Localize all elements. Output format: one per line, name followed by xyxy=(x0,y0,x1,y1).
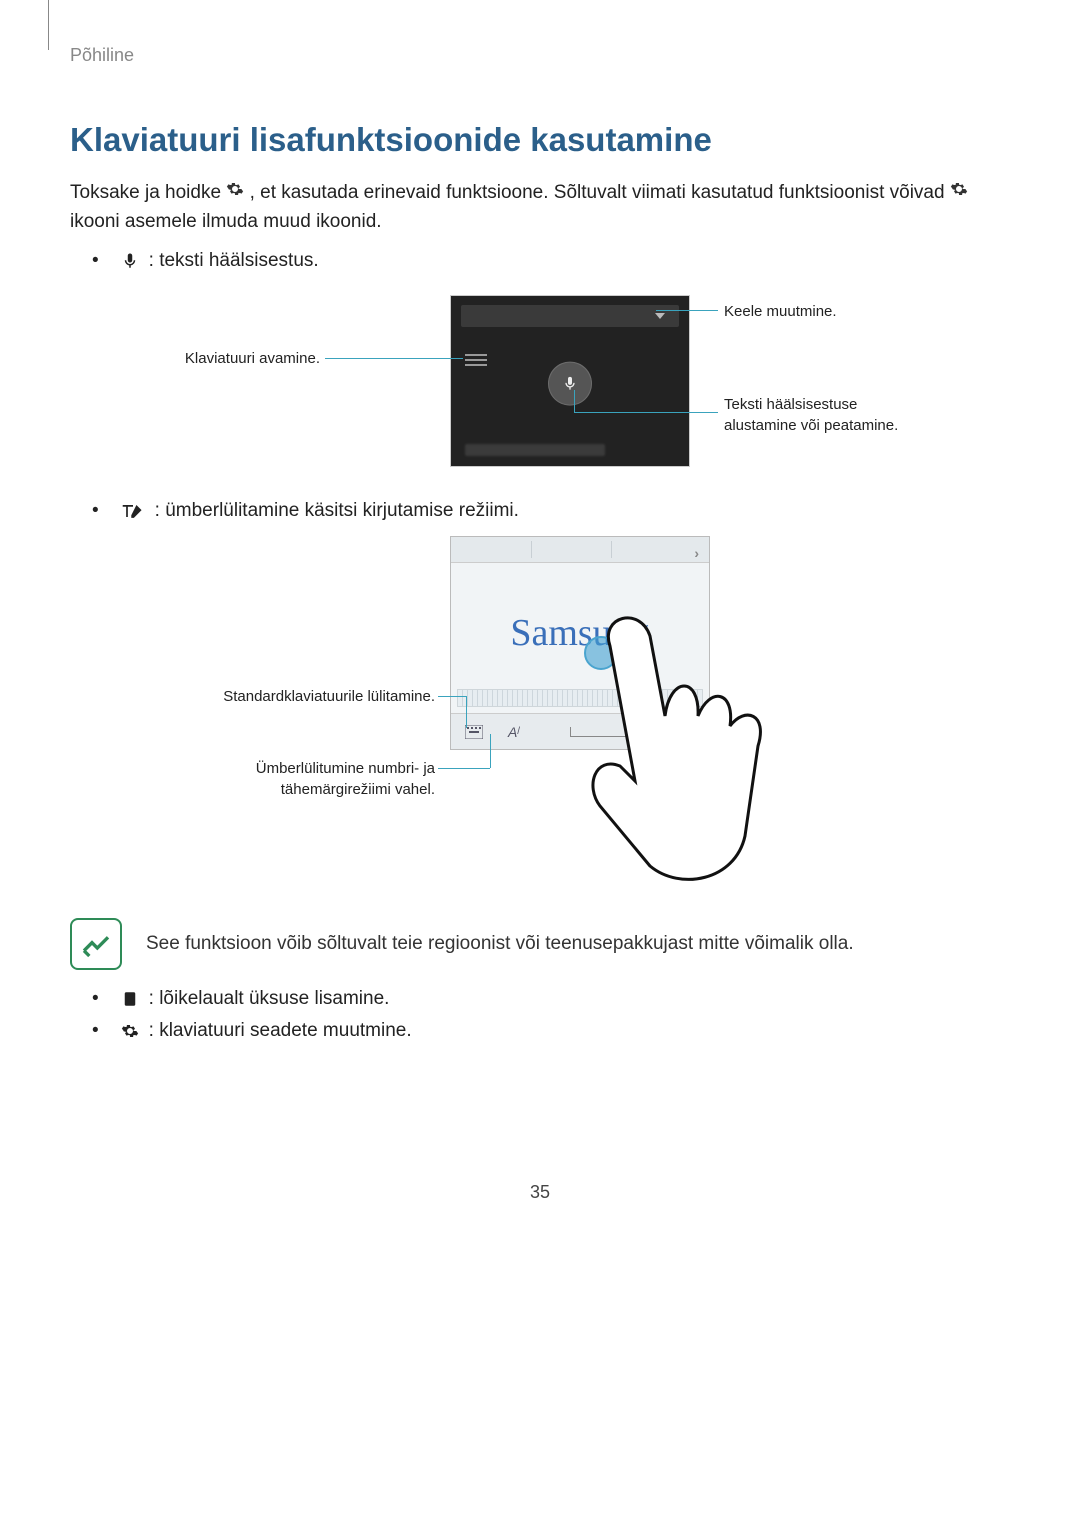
bullet-dot xyxy=(92,500,111,522)
clipboard-icon xyxy=(121,989,139,1009)
gear-icon xyxy=(950,180,968,198)
callout-line xyxy=(656,310,718,311)
side-rule xyxy=(48,0,49,50)
bullet-clipboard: : lõikelaualt üksuse lisamine. xyxy=(92,988,1010,1010)
intro-part3: ikooni asemele ilmuda muud ikoonid. xyxy=(70,211,382,232)
handwriting-icon xyxy=(121,501,145,521)
mode-switch-icon: A/ xyxy=(499,720,529,744)
figure-voice-input: Klaviatuuri avamine. Keele muutmine. Tek… xyxy=(180,290,900,480)
keyboard-small-icon xyxy=(459,720,489,744)
intro-paragraph: Toksake ja hoidke , et kasutada erinevai… xyxy=(70,179,1010,236)
gear-icon xyxy=(121,1022,139,1040)
intro-part2: , et kasutada erinevaid funktsioone. Sõl… xyxy=(250,182,950,203)
gear-icon xyxy=(226,180,244,198)
voice-caption-blur xyxy=(465,444,605,456)
callout-line xyxy=(325,358,463,359)
keyboard-icon xyxy=(465,354,487,368)
figure-handwriting: › Samsung A/ ⌫ Standardklaviatuurile lül xyxy=(180,536,900,896)
voice-screen xyxy=(450,295,690,467)
callout-mode-switch: Ümberlülitumine numbri- ja tähemärgireži… xyxy=(180,758,435,800)
callout-line xyxy=(438,696,466,697)
bullet-settings-text: : klaviatuuri seadete muutmine. xyxy=(149,1020,412,1042)
callout-start-stop-voice: Teksti häälsisestuse alustamine või peat… xyxy=(724,394,924,436)
dropdown-icon xyxy=(655,313,665,319)
bullet-handwriting: : ümberlülitamine käsitsi kirjutamise re… xyxy=(92,500,1010,522)
callout-standard-keyboard: Standardklaviatuurile lülitamine. xyxy=(180,686,435,707)
note-icon xyxy=(70,918,122,970)
note-box: See funktsioon võib sõltuvalt teie regio… xyxy=(70,918,1010,970)
note-text: See funktsioon võib sõltuvalt teie regio… xyxy=(146,933,854,955)
callout-line xyxy=(438,768,490,769)
intro-part1: Toksake ja hoidke xyxy=(70,182,226,203)
hand-illustration xyxy=(580,606,800,896)
callout-mode-switch-l1: Ümberlülitumine numbri- ja xyxy=(256,760,435,777)
callout-line xyxy=(574,412,718,413)
bullet-voice-text: : teksti häälsisestus. xyxy=(149,250,319,272)
bullet-dot xyxy=(92,1020,111,1042)
hw-topbar: › xyxy=(451,537,709,563)
callout-open-keyboard: Klaviatuuri avamine. xyxy=(180,348,320,369)
section-tag: Põhiline xyxy=(70,45,1010,66)
callout-mode-switch-l2: tähemärgirežiimi vahel. xyxy=(281,781,435,798)
language-bar xyxy=(461,305,679,327)
chevron-right-icon: › xyxy=(694,545,699,561)
callout-line xyxy=(574,390,575,412)
page-number: 35 xyxy=(70,1182,1010,1203)
bullet-voice: : teksti häälsisestus. xyxy=(92,250,1010,272)
bullet-handwriting-text: : ümberlülitamine käsitsi kirjutamise re… xyxy=(155,500,519,522)
bullet-clipboard-text: : lõikelaualt üksuse lisamine. xyxy=(149,988,390,1010)
callout-line xyxy=(466,696,467,728)
mic-button xyxy=(548,361,592,405)
bullet-settings: : klaviatuuri seadete muutmine. xyxy=(92,1020,1010,1042)
microphone-icon xyxy=(121,250,139,272)
callout-change-language: Keele muutmine. xyxy=(724,301,837,322)
callout-line xyxy=(490,734,491,768)
bullet-dot xyxy=(92,988,111,1010)
page-heading: Klaviatuuri lisafunktsioonide kasutamine xyxy=(70,121,1010,159)
bullet-dot xyxy=(92,250,111,272)
